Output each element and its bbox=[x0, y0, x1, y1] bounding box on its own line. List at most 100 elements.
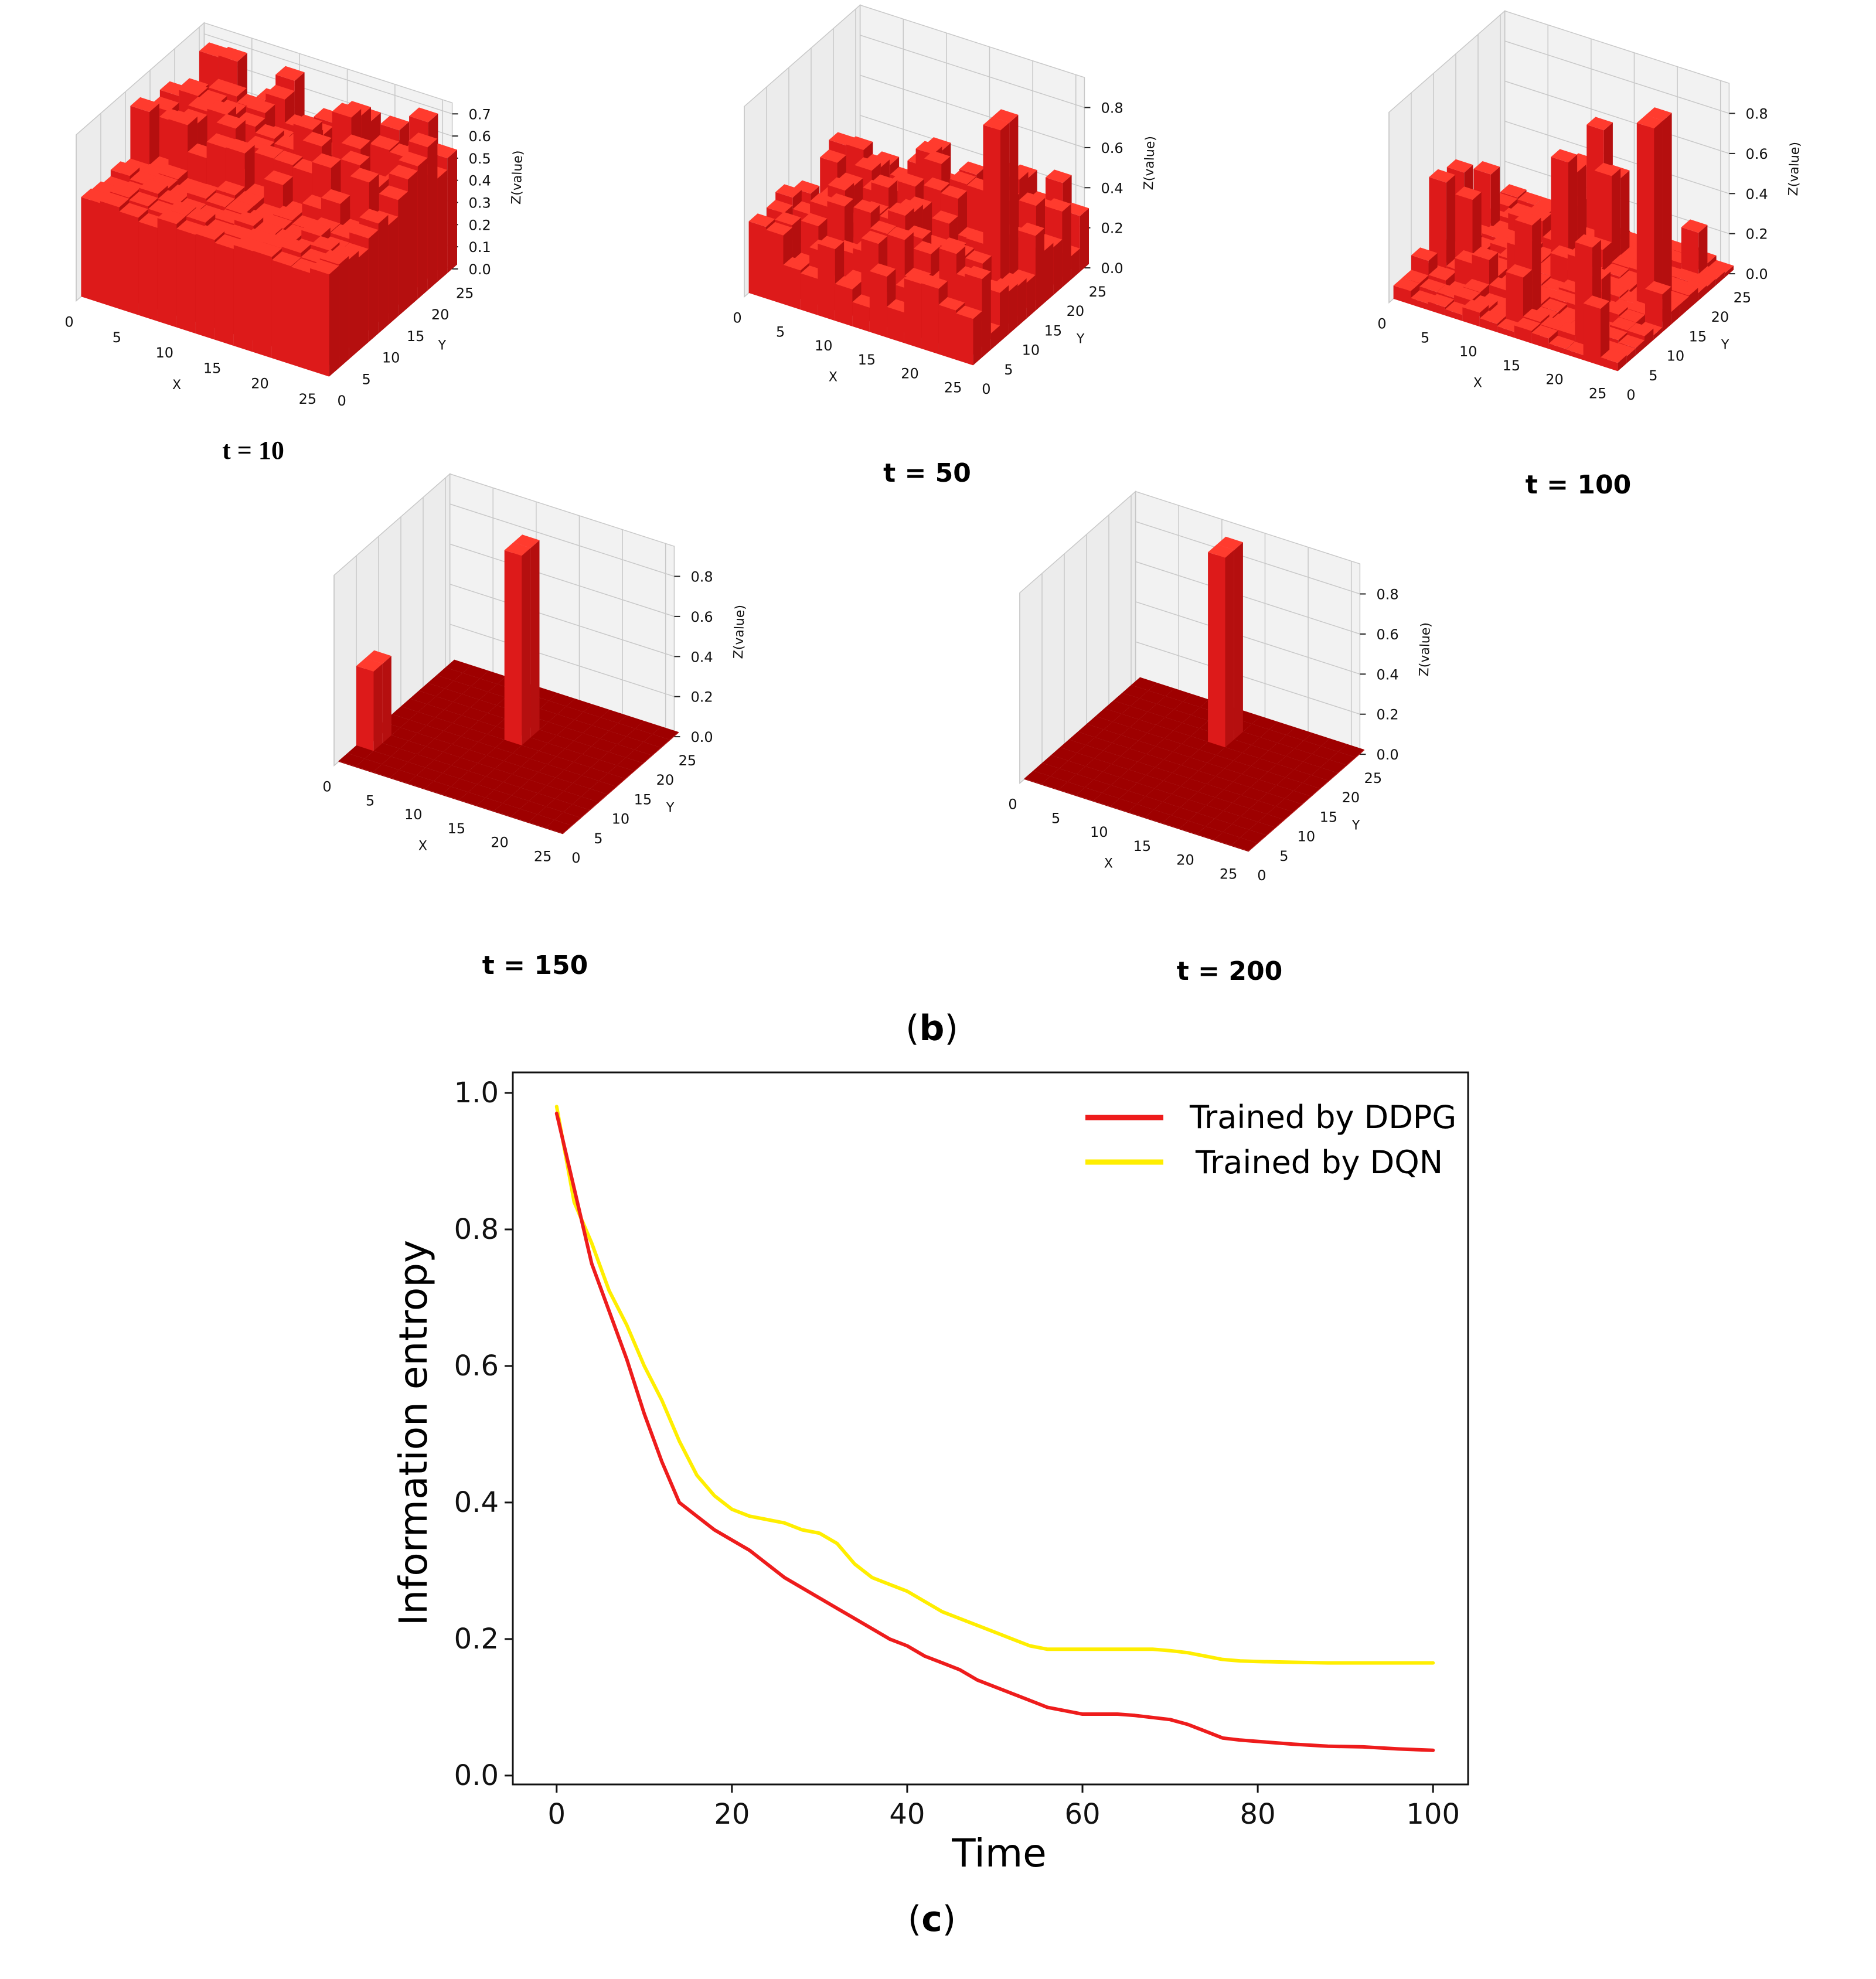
bar-top bbox=[1295, 740, 1321, 754]
bar-top bbox=[391, 706, 418, 720]
bar-top bbox=[1165, 709, 1191, 723]
bar-top bbox=[1224, 761, 1251, 774]
bar-top bbox=[370, 135, 400, 151]
bar-top bbox=[1214, 832, 1241, 846]
bar-top bbox=[207, 100, 236, 115]
bar-front bbox=[1231, 845, 1249, 852]
bar-top bbox=[1618, 335, 1645, 348]
bar-top bbox=[451, 778, 478, 792]
z-axis-label: Z(value) bbox=[509, 150, 526, 205]
bar-top bbox=[836, 172, 863, 186]
bar-side bbox=[982, 271, 991, 357]
bar-front bbox=[1041, 784, 1059, 791]
bar-top bbox=[382, 756, 408, 770]
bar-top bbox=[1189, 792, 1216, 806]
bar-top bbox=[445, 659, 472, 673]
bar-top bbox=[1163, 794, 1189, 808]
bar-top bbox=[887, 226, 914, 240]
bar-top bbox=[617, 757, 644, 771]
z-axis-label: Z(value) bbox=[1417, 622, 1434, 677]
bar-top bbox=[329, 244, 359, 260]
bar-top bbox=[1285, 791, 1311, 805]
x-tick-label: 15 bbox=[448, 820, 466, 837]
bar-top bbox=[1216, 768, 1242, 782]
bar-top bbox=[1208, 544, 1234, 558]
bar-top bbox=[271, 251, 301, 267]
bar-top bbox=[1277, 735, 1304, 749]
bar-front bbox=[504, 550, 522, 747]
bar-top bbox=[591, 738, 618, 752]
y-tick-label: 0.8 bbox=[454, 1213, 499, 1246]
z-tick-label: 0.7 bbox=[469, 106, 491, 122]
bar-top bbox=[1523, 308, 1550, 322]
panel-b-label: (b) bbox=[905, 1008, 958, 1049]
bar-top bbox=[1216, 747, 1242, 761]
bar-top bbox=[1419, 278, 1446, 292]
bar-top bbox=[1463, 278, 1489, 292]
bar3d-plot-t200: 0.00.20.40.60.8Z(value)0510152025X051015… bbox=[1008, 491, 1434, 884]
bar-side bbox=[417, 158, 428, 299]
z-tick-label: 0.8 bbox=[1745, 106, 1768, 122]
bar-top bbox=[1206, 797, 1232, 811]
bar-top bbox=[1338, 744, 1364, 758]
bar-top bbox=[766, 222, 792, 236]
bar-top bbox=[1541, 298, 1567, 312]
bar-top bbox=[557, 706, 584, 720]
bar-side bbox=[571, 818, 581, 826]
bar-top bbox=[452, 736, 479, 750]
bar-top bbox=[1068, 731, 1095, 745]
bar-top bbox=[1525, 207, 1552, 222]
bar-top bbox=[410, 690, 436, 704]
bar-top bbox=[1601, 349, 1627, 363]
z-tick-label: 0.1 bbox=[469, 239, 491, 256]
plot-title-t50: t = 50 bbox=[883, 458, 971, 488]
bar-top bbox=[110, 183, 139, 198]
bar-top bbox=[1104, 700, 1131, 714]
bar-front bbox=[748, 221, 766, 299]
y-tick-label: 25 bbox=[456, 285, 474, 301]
bar-top bbox=[1242, 766, 1268, 780]
x-tick-label: 60 bbox=[1064, 1798, 1100, 1831]
bar-side bbox=[973, 311, 982, 366]
bar-side bbox=[1293, 804, 1302, 813]
bar-top bbox=[373, 743, 400, 757]
bar-side bbox=[427, 138, 438, 291]
bar-front bbox=[1428, 301, 1445, 316]
bar-top bbox=[452, 715, 479, 729]
bar-top bbox=[206, 133, 236, 148]
bar-top bbox=[600, 752, 626, 766]
bar-top bbox=[1232, 774, 1259, 788]
bar-top bbox=[1173, 723, 1200, 737]
bar-top bbox=[1067, 774, 1094, 788]
bar-top bbox=[408, 733, 435, 747]
bar-top bbox=[965, 265, 991, 280]
bar-front bbox=[390, 778, 408, 784]
bar-top bbox=[399, 762, 425, 776]
bar-top bbox=[341, 151, 370, 166]
bar-top bbox=[1207, 776, 1233, 790]
z-tick-label: 0.6 bbox=[469, 128, 491, 145]
bar-top bbox=[427, 696, 454, 710]
bar-front bbox=[356, 767, 373, 773]
bar-top bbox=[1234, 731, 1261, 745]
bar-front bbox=[1462, 307, 1480, 327]
bar-top bbox=[888, 202, 914, 216]
bar-front bbox=[407, 783, 425, 790]
bar-top bbox=[1548, 335, 1575, 349]
bar-top bbox=[1251, 758, 1277, 772]
y-tick-label: 15 bbox=[634, 791, 652, 808]
bar-front bbox=[119, 212, 139, 315]
bar-side bbox=[990, 325, 1000, 350]
x-tick-label: 100 bbox=[1406, 1798, 1460, 1831]
bar-top bbox=[1217, 536, 1243, 550]
bar-top bbox=[435, 689, 462, 702]
bar-side bbox=[378, 214, 389, 334]
bar-top bbox=[468, 784, 495, 798]
bar-top bbox=[1251, 737, 1278, 751]
bar-side bbox=[590, 802, 599, 811]
bar-front bbox=[546, 827, 563, 834]
bar-top bbox=[1174, 701, 1200, 716]
y-tick-label: 20 bbox=[1067, 303, 1085, 319]
bar-top bbox=[1707, 260, 1734, 274]
y-tick-label: 20 bbox=[431, 306, 450, 323]
